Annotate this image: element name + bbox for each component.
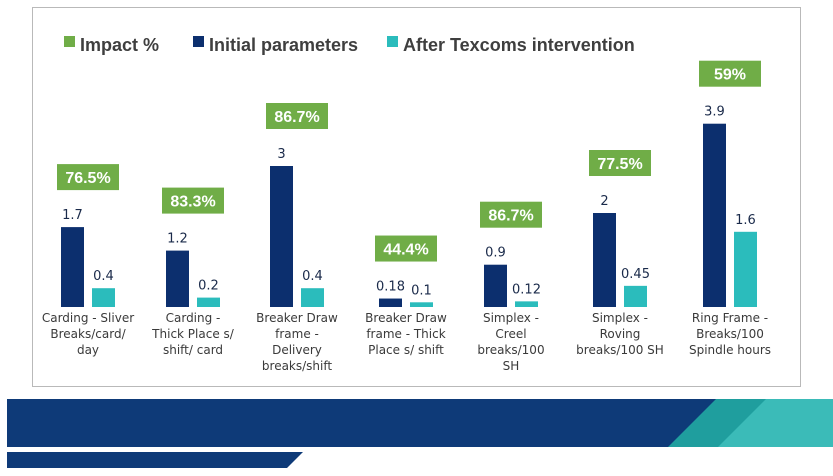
bar-after <box>624 285 647 307</box>
bar-after <box>734 231 757 307</box>
legend: Impact % Initial parameters After Texcom… <box>64 35 635 55</box>
data-label-initial: 2 <box>600 194 608 209</box>
impact-badge <box>162 187 224 214</box>
category-label: Simplex -Roving breaks/100 SH <box>576 311 664 357</box>
bar-initial <box>61 227 84 307</box>
category-label: Carding -Thick Place s/shift/ card <box>151 311 235 357</box>
data-label-after: 1.6 <box>735 213 756 228</box>
legend-label-after: After Texcoms intervention <box>403 35 635 55</box>
data-label-initial: 0.18 <box>376 280 405 295</box>
legend-swatch-initial <box>193 36 204 47</box>
data-label-initial: 1.2 <box>167 232 188 247</box>
impact-badge <box>699 60 761 87</box>
bar-after <box>301 288 324 307</box>
impact-badge <box>375 235 437 262</box>
bar-initial <box>379 298 402 307</box>
data-label-after: 0.1 <box>411 283 432 298</box>
impact-label: 83.3% <box>170 194 215 211</box>
impact-badge <box>266 103 328 129</box>
bar-initial <box>166 250 189 307</box>
data-label-initial: 3 <box>277 147 285 162</box>
chart-frame <box>32 7 801 387</box>
data-label-after: 0.4 <box>93 269 114 284</box>
bar-after <box>197 297 220 307</box>
data-label-after: 0.12 <box>512 282 541 297</box>
bars-layer: 1.7 0.4 76.5% Carding - Sliver Breaks/card/d… <box>42 60 771 373</box>
category-label: Breaker Draw frame - Thick Place s/ shift <box>365 311 447 357</box>
impact-label: 44.4% <box>383 242 428 259</box>
impact-badge <box>57 164 119 191</box>
bar-initial <box>484 264 507 307</box>
bar-after <box>410 302 433 307</box>
legend-swatch-after <box>387 36 398 47</box>
data-label-initial: 3.9 <box>704 105 725 120</box>
footer-band-bottom <box>7 452 303 468</box>
impact-label: 77.5% <box>597 156 642 173</box>
category-label: Ring Frame -Breaks/100 Spindle hours <box>689 311 771 357</box>
impact-label: 86.7% <box>488 208 533 225</box>
impact-label: 86.7% <box>274 109 319 126</box>
data-label-after: 0.2 <box>198 279 219 294</box>
category-label: Simplex -Creel breaks/100 SH <box>477 311 544 373</box>
impact-label: 76.5% <box>65 170 110 187</box>
impact-label: 59% <box>714 67 746 84</box>
data-label-initial: 1.7 <box>62 208 83 223</box>
bar-after <box>515 301 538 307</box>
legend-label-initial: Initial parameters <box>209 35 358 55</box>
bar-initial <box>703 123 726 307</box>
bar-initial <box>593 213 616 307</box>
bar-initial <box>270 166 293 307</box>
bar-after <box>92 288 115 307</box>
legend-swatch-impact <box>64 36 75 47</box>
legend-label-impact: Impact % <box>80 35 159 55</box>
category-label: Carding - Sliver Breaks/card/day <box>42 311 134 357</box>
data-label-initial: 0.9 <box>485 246 506 261</box>
data-label-after: 0.4 <box>302 269 323 284</box>
impact-badge <box>480 201 542 228</box>
category-label: Breaker Draw frame -Delivery breaks/shift <box>256 311 338 373</box>
data-label-after: 0.45 <box>621 267 650 282</box>
impact-badge <box>589 150 651 176</box>
